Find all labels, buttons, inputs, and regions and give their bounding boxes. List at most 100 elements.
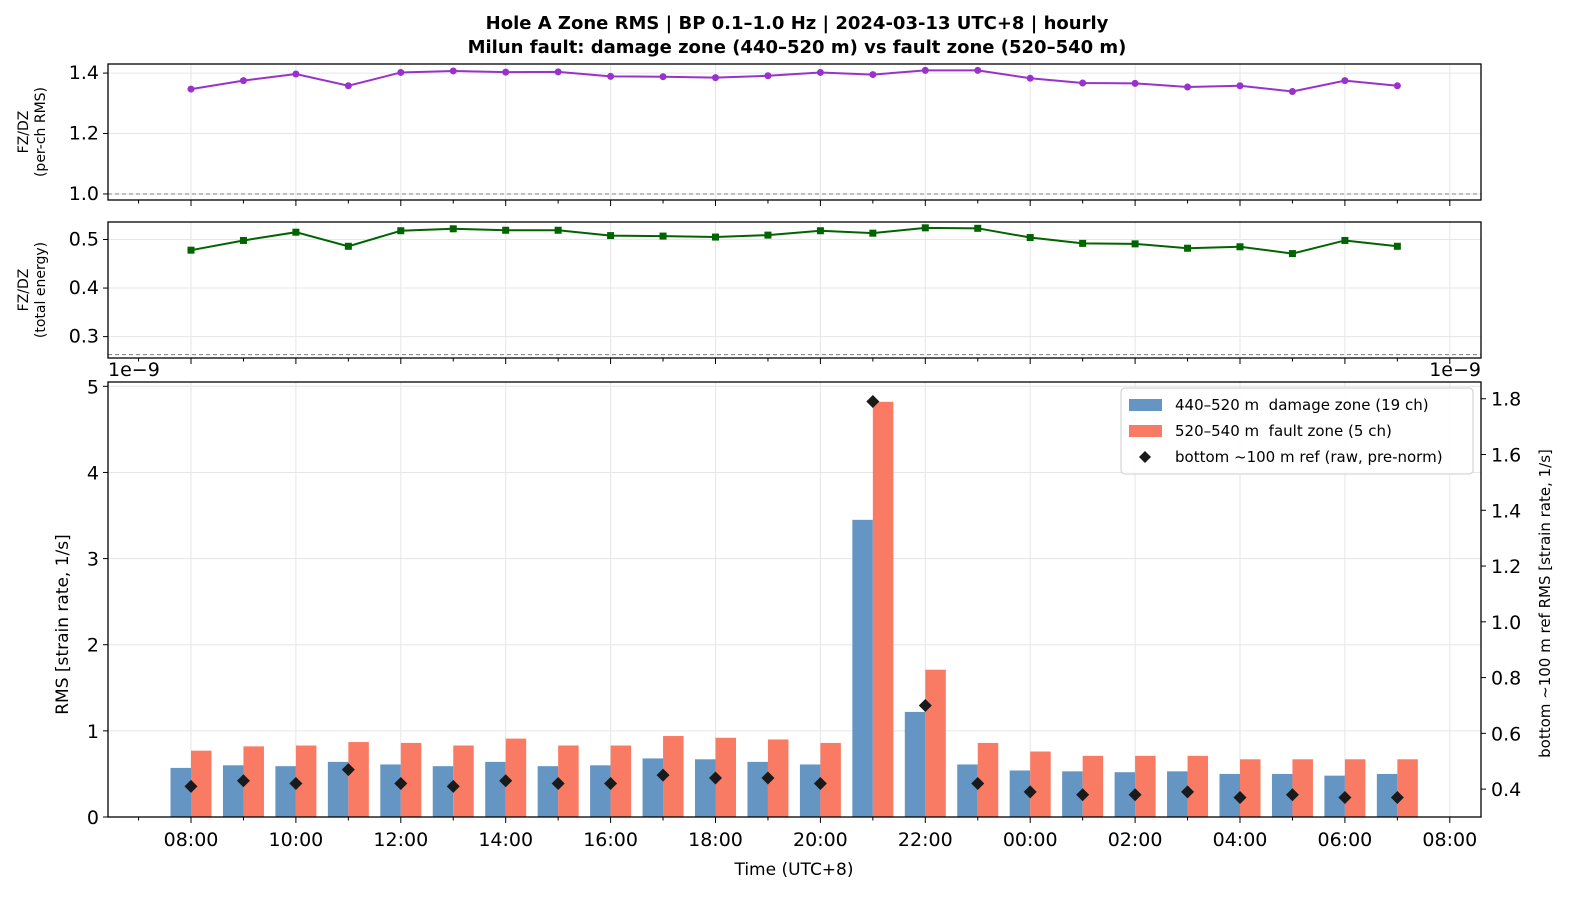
reference-marker [289,777,303,791]
bar-xtick-label: 02:00 [1108,829,1163,851]
damage-zone-bar [275,766,296,817]
fault-zone-bar [453,745,474,817]
fault-zone-bar [610,745,632,817]
ratio-energy-point [554,226,562,234]
ratio-energy-ytick-label: 0.4 [69,277,99,299]
ratio-rms-point [816,68,824,76]
bar-xtick-label: 06:00 [1318,829,1373,851]
ratio-energy-point [712,233,719,241]
damage-zone-bar [1167,771,1188,817]
ratio-energy-ylabel: FZ/DZ (total energy) [16,242,49,338]
damage-zone-bar [747,761,768,817]
damage-zone-bar [1114,772,1136,817]
ratio-energy-point [292,228,300,236]
ratio-energy-ylabel-line1: FZ/DZ [16,269,32,312]
damage-zone-bar [1324,775,1345,817]
title-line1: Hole A Zone RMS | BP 0.1–1.0 Hz | 2024-0… [486,13,1109,34]
fault-zone-bar [925,669,946,817]
bar-y2tick-label: 1.6 [1491,445,1521,467]
reference-marker [1128,788,1142,802]
bar-xtick-label: 22:00 [898,829,953,851]
offset-label-left: 1e−9 [108,359,160,381]
y2-axis-label-group: bottom ~100 m ref RMS [strain rate, 1/s] [1536,449,1554,758]
reference-marker [604,777,618,791]
bar-y2tick-label: 0.4 [1491,779,1521,801]
bar-xtick-label: 04:00 [1213,829,1268,851]
ratio-energy-point [659,232,667,240]
ratio-energy-point [974,224,982,232]
ratio-energy-frame [107,221,1482,359]
legend-marker [1139,451,1151,463]
ratio-rms-point [554,68,562,76]
ratio-rms-point [1236,82,1244,90]
reference-marker [866,395,880,409]
zone-rms-bar-panel: 0 1 2 3 4 5 0.4 0.6 0.8 1.0 1.2 1.4 1.6 1.8 08:00 10:00… [53,359,1554,880]
ratio-rms-frame [107,63,1482,201]
reference-marker [446,779,460,793]
ratio-rms-point [397,68,405,76]
ratio-energy-point [921,224,929,232]
ratio-rms-point [1341,77,1349,85]
damage-zone-bar [537,766,559,817]
legend-label: bottom ~100 m ref (raw, pre-norm) [1175,448,1443,466]
reference-marker [1285,788,1299,802]
ratio-rms-ytick-label: 1.4 [69,62,99,84]
damage-zone-bar [957,764,978,817]
bar-frame [107,381,1482,818]
reference-marker [656,768,670,782]
ratio-energy-point [816,227,824,235]
damage-zone-bar [485,761,506,817]
title-line2: Milun fault: damage zone (440–520 m) vs … [468,37,1127,58]
fault-zone-bar [1030,751,1051,817]
damage-zone-bar [799,764,821,817]
fault-zone-bar [295,745,317,817]
bar-xtick-label: 08:00 [1422,829,1477,851]
reference-marker [1390,790,1404,804]
fault-zone-bar [663,736,684,817]
bar-y2tick-label: 0.8 [1491,668,1521,690]
ratio-rms-point [607,72,615,80]
reference-marker [341,763,355,777]
fault-zone-bar [1240,759,1261,817]
reference-marker [1023,785,1037,799]
ratio-rms-ylabel: FZ/DZ (per-ch RMS) [16,87,49,177]
damage-zone-bar [432,766,454,817]
ratio-energy-point [1236,243,1244,251]
fault-zone-bar [977,742,999,817]
bar-xtick-label: 18:00 [688,829,743,851]
ratio-rms-point [921,66,929,74]
legend-label: 520–540 m fault zone (5 ch) [1175,422,1392,440]
ratio-energy-point [1079,239,1087,247]
damage-zone-bar [1219,773,1240,817]
ratio-rms-point [659,73,667,81]
reference-marker [761,771,775,785]
ratio-rms-point [292,70,300,78]
ratio-energy-point [1026,234,1034,242]
ratio-rms-ytick-label: 1.0 [69,183,99,205]
fault-zone-bar [715,737,736,817]
damage-zone-bar [380,764,401,817]
bar-ytick-label: 1 [87,721,99,743]
bar-ytick-label: 5 [87,376,99,398]
ratio-rms-point [1288,88,1296,96]
ratio-energy-point [1131,240,1139,248]
ratio-rms-point [449,67,457,75]
legend-box [1120,387,1474,475]
fault-zone-bar [1344,759,1366,817]
fault-zone-bar [1397,759,1418,817]
fault-zone-bar [1135,755,1156,817]
fault-zone-bar [505,738,527,817]
bar-y2tick-label: 1.4 [1491,500,1521,522]
ratio-rms-ytick-label: 1.2 [69,123,99,145]
ratio-energy-point [1393,242,1401,250]
reference-marker [184,779,198,793]
bar-xtick-label: 20:00 [793,829,848,851]
bar-ytick-label: 4 [87,462,99,484]
ratio-energy-point [869,229,877,237]
ratio-energy-point [502,226,510,234]
bar-y2tick-label: 1.2 [1491,556,1521,578]
reference-marker [1076,788,1090,802]
ratio-rms-point [1026,74,1034,82]
reference-marker [709,771,722,785]
